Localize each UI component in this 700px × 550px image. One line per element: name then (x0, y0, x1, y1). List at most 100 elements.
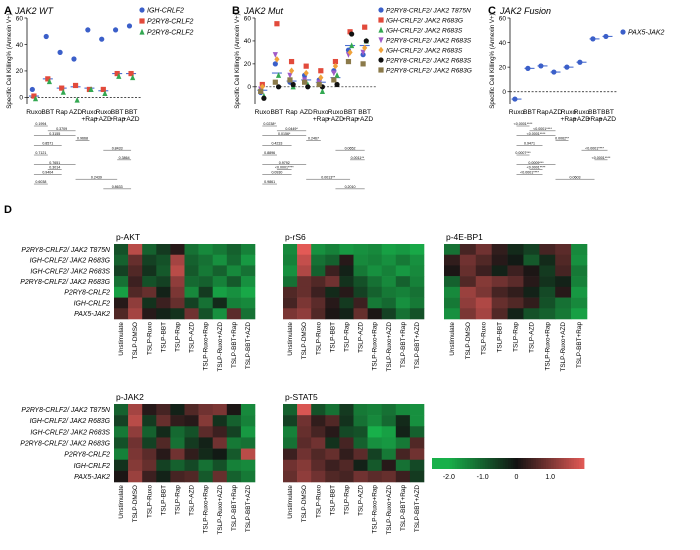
column-label: TSLP-BBT (329, 485, 336, 516)
column-label: TSLP-AZD (358, 485, 365, 516)
data-point (287, 77, 293, 83)
heatmap-cell (142, 404, 157, 416)
data-point (71, 56, 77, 62)
colorbar-segment (578, 458, 582, 469)
heatmap-cell (240, 276, 256, 288)
row-label: IGH-CRLF2/ JAK2 R683G (30, 418, 111, 425)
heatmap-cell (156, 286, 171, 298)
heatmap-cell (311, 415, 326, 427)
heatmap-cell (156, 308, 171, 320)
colorbar-segment (444, 458, 448, 469)
heatmap-cell (491, 308, 508, 320)
heatmap-cell (142, 276, 157, 288)
category-label: BBT (271, 109, 284, 116)
data-point (318, 68, 324, 74)
data-point (347, 49, 353, 56)
heatmap-cell (198, 415, 213, 427)
heatmap-cell (555, 265, 572, 277)
colorbar-segment (454, 458, 458, 469)
heatmap-cell (325, 297, 340, 309)
heatmap-cell (409, 297, 425, 309)
column-label: TSLP-Ruxo (146, 485, 153, 518)
heatmap-cell (444, 276, 461, 288)
p-value: 0.4233 (271, 142, 282, 146)
data-point (72, 82, 79, 89)
heatmap-cell (409, 286, 425, 298)
legend-entry: P2RY8-CRLF2/ JAK2 R683S (386, 58, 472, 65)
data-point (60, 88, 66, 95)
category-label: AZD (69, 109, 82, 116)
heatmap-cell (507, 276, 524, 288)
colorbar-segment (528, 458, 532, 469)
heatmap-cell (311, 437, 326, 449)
colorbar-segment (556, 458, 560, 469)
heatmap-cell (240, 244, 256, 256)
category-label: +AZD (327, 116, 344, 123)
heatmap-cell (283, 276, 298, 288)
category-label: Ruxo (509, 109, 525, 116)
heatmap-cell (198, 308, 213, 320)
p-value: <0.0001**** (527, 166, 546, 170)
p-value: 0.8571 (42, 142, 53, 146)
data-point (603, 33, 609, 40)
column-label: Unstimulate (287, 485, 294, 519)
heatmap-title: p-STAT5 (285, 392, 318, 402)
heatmap-cell (128, 459, 143, 472)
data-point (102, 90, 108, 97)
data-point (130, 74, 136, 81)
column-label: TSLP-BBT (160, 322, 167, 353)
heatmap-cell (226, 448, 242, 461)
row-label: PAX5-JAK2 (74, 474, 110, 481)
category-label: BBT (588, 109, 601, 116)
heatmap-cell (444, 308, 461, 320)
y-axis-label: Specific Cell Killing% (Annexin V+) (489, 13, 496, 108)
heatmap-cell (367, 244, 382, 256)
heatmap-cell (571, 265, 588, 277)
heatmap-p-4e-bp1: p-4E-BP1 Unstimulate TSLP-DMSO TSLP-Ruxo TSL… (444, 232, 588, 372)
row-label: P2RY8-CRLF2/ JAK2 R683G (20, 441, 110, 448)
column-label: TSLP-BBT+Rap (400, 485, 407, 531)
heatmap-cell (409, 254, 425, 266)
heatmap-cell (325, 437, 340, 449)
legend-marker (378, 57, 384, 63)
heatmap-cell (212, 470, 228, 483)
heatmap-cell (507, 244, 524, 256)
heatmap-cell (156, 470, 171, 483)
heatmap-cell (339, 286, 354, 298)
heatmap-cell (170, 404, 185, 416)
heatmap-cell (353, 415, 368, 427)
heatmap-cell (156, 448, 171, 461)
data-point (363, 38, 369, 44)
heatmap-cell (212, 254, 228, 266)
heatmap-cell (475, 254, 492, 266)
colorbar-segment (515, 458, 519, 469)
heatmap-cell (409, 426, 425, 438)
category-label: +AZD (573, 116, 590, 123)
legend-marker (378, 67, 384, 73)
heatmap-cell (198, 244, 213, 256)
heatmap-cell (184, 470, 199, 483)
colorbar-segment (482, 458, 486, 469)
p-value: 0.0009*** (528, 161, 544, 165)
heatmap-cell (339, 415, 354, 427)
colorbar-segment (487, 458, 491, 469)
column-label: Unstimulate (118, 485, 125, 519)
data-point (59, 85, 65, 91)
heatmap-cell (353, 276, 368, 288)
data-point (525, 65, 531, 71)
heatmap-cell (198, 448, 213, 461)
category-label: Ruxo (561, 109, 577, 116)
heatmap-cell (156, 297, 171, 309)
colorbar-segment (490, 458, 494, 469)
heatmap-cell (353, 254, 368, 266)
heatmap-cell (555, 308, 572, 320)
column-label: TSLP-Rap (513, 322, 520, 352)
heatmap-cell (226, 437, 242, 449)
column-label: TSLP-AZD (528, 322, 535, 353)
heatmap-cell (170, 415, 185, 427)
colorbar-segment (561, 458, 565, 469)
data-point (43, 33, 49, 40)
heatmap-cell (539, 286, 556, 298)
colorbar-segment (533, 458, 537, 469)
